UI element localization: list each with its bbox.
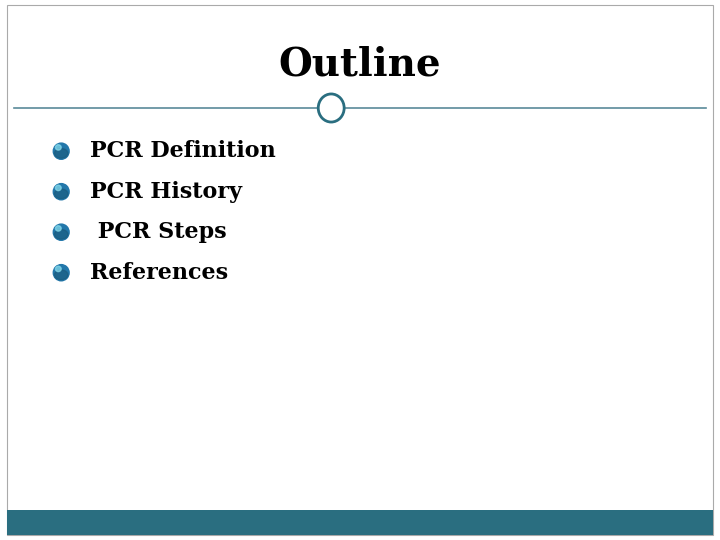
- Ellipse shape: [318, 94, 344, 122]
- Text: Outline: Outline: [279, 46, 441, 84]
- Ellipse shape: [55, 145, 61, 150]
- Ellipse shape: [55, 185, 61, 191]
- Ellipse shape: [55, 226, 61, 231]
- Ellipse shape: [55, 189, 68, 199]
- Ellipse shape: [53, 184, 69, 200]
- Ellipse shape: [55, 266, 61, 272]
- Ellipse shape: [55, 148, 68, 158]
- Ellipse shape: [53, 265, 69, 281]
- Ellipse shape: [55, 270, 68, 280]
- Ellipse shape: [55, 230, 68, 239]
- Text: PCR History: PCR History: [90, 181, 242, 202]
- Text: PCR Definition: PCR Definition: [90, 140, 276, 162]
- Ellipse shape: [53, 224, 69, 240]
- Text: PCR Steps: PCR Steps: [90, 221, 227, 243]
- Text: References: References: [90, 262, 228, 284]
- Ellipse shape: [53, 143, 69, 159]
- FancyBboxPatch shape: [7, 510, 713, 535]
